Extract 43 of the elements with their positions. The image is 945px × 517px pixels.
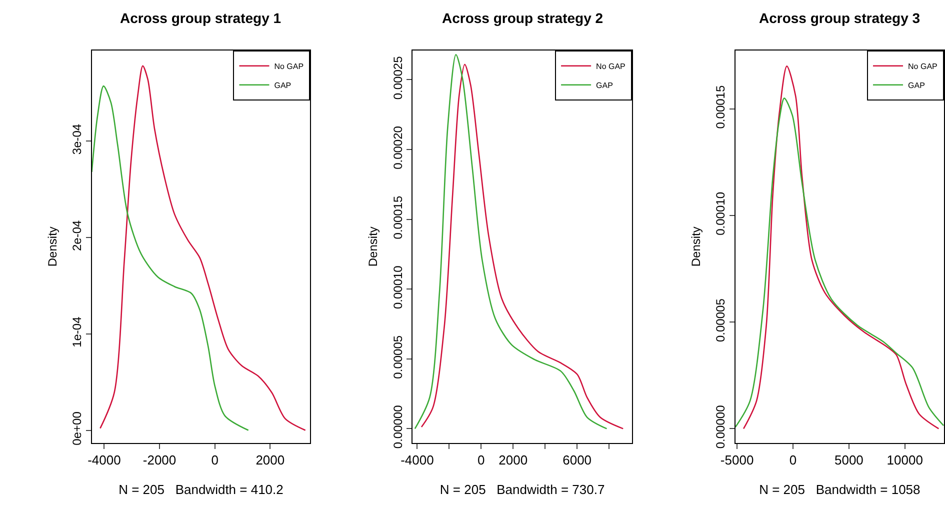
y-tick-label: 0.00005 [390,335,405,379]
line-series [100,65,306,431]
x-tick-label: 6000 [562,452,592,468]
x-axis-title: N = 205 Bandwidth = 1058 [759,482,920,497]
y-tick-label: 1e-04 [70,316,84,348]
x-axis-title: N = 205 Bandwidth = 730.7 [440,482,605,497]
y-axis-title: Density [366,226,380,267]
x-tick-label: 10000 [886,452,923,468]
chart-title: Across group strategy 1 [120,10,282,26]
line-series [92,85,249,431]
x-axis-title: N = 205 Bandwidth = 410.2 [118,482,284,497]
legend-label: GAP [274,81,292,90]
legend-label: GAP [908,81,925,90]
x-tick-label: 5000 [834,452,864,468]
legend-label: No GAP [596,62,626,72]
y-tick-label: 0.00010 [390,265,405,310]
x-tick-label: 2000 [256,452,285,468]
y-tick-label: 0.00010 [714,192,728,236]
chart-title: Across group strategy 2 [442,10,604,26]
x-tick-label: 2000 [498,452,528,468]
y-tick-label: 0.00000 [390,404,405,449]
x-tick-label: -4000 [400,452,434,468]
legend-label: GAP [596,81,613,90]
x-tick-label: -5000 [720,452,754,468]
y-tick-label: 0.00005 [714,298,728,342]
y-axis-title: Density [688,226,703,267]
y-tick-label: 3e-04 [70,124,84,155]
y-tick-label: 0.00015 [390,196,405,240]
y-tick-label: 2e-04 [70,220,84,251]
x-tick-label: -2000 [142,452,176,468]
x-tick-label: 0 [789,452,797,468]
legend-label: No GAP [908,62,938,72]
y-tick-label: 0.00025 [390,56,405,100]
y-tick-label: 0.00015 [714,85,728,129]
y-tick-label: 0e+00 [70,411,84,446]
x-tick-label: -4000 [88,452,121,468]
y-axis-title: Density [45,226,60,267]
legend-label: No GAP [274,62,304,72]
x-tick-label: 0 [478,452,485,468]
y-tick-label: 0.00000 [714,404,728,449]
y-tick-label: 0.00020 [390,126,405,170]
chart-title: Across group strategy 3 [759,10,920,26]
x-tick-label: 0 [211,452,218,468]
